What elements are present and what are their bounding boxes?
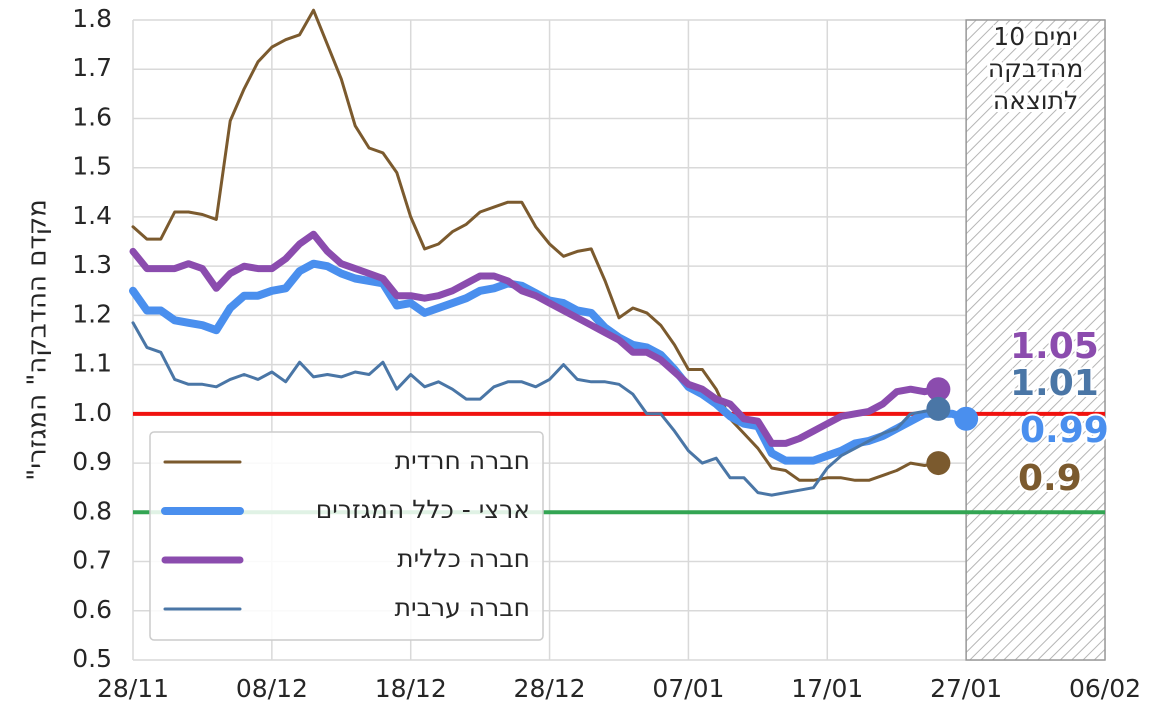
hatch-area [965, 19, 1106, 661]
x-tick-label: 17/01 [791, 674, 863, 703]
y-tick-label: 0.5 [72, 644, 112, 673]
legend-box [149, 431, 544, 641]
y-tick-label: 1.6 [72, 102, 112, 131]
ticks: 0.5 0.6 0.7 0.8 0.9 1.0 1.1 1.2 1.3 1.4 1.5 1.6 1.7 1… [72, 4, 1141, 703]
legend-label: חברה כללית [397, 544, 530, 573]
end-label: 1.01 [1010, 363, 1099, 404]
y-tick-label: 1.0 [72, 398, 112, 427]
y-tick-label: 1.2 [72, 299, 112, 328]
end-dot [926, 451, 951, 476]
series-line [131, 321, 940, 497]
y-tick-label: 1.7 [72, 53, 112, 82]
y-tick-label: 0.6 [72, 595, 112, 624]
end-label: 0.99 [1020, 410, 1109, 451]
end-label: 1.05 [1010, 326, 1099, 367]
y-tick-label: 1.8 [72, 4, 112, 33]
legend: חברה חרדית ארצי - כלל המגזרים חברה כללית חב… [149, 431, 544, 641]
y-axis-label: "מקדם ההדבקה" המגזרי [23, 199, 53, 481]
x-tick-label: 07/01 [652, 674, 724, 703]
series-line [131, 8, 940, 482]
series-line [129, 230, 942, 447]
end-dot [954, 406, 979, 431]
lines: 0.9 0.99 1.051.01 [129, 8, 1111, 501]
y-tick-label: 1.1 [72, 349, 112, 378]
region-label: לתוצאה [993, 86, 1078, 115]
end-label: 0.9 [1018, 458, 1082, 499]
y-tick-label: 0.9 [72, 447, 112, 476]
y-tick-label: 0.8 [72, 496, 112, 525]
y-tick-label: 1.3 [72, 250, 112, 279]
x-tick-label: 27/01 [930, 674, 1002, 703]
end-dot [926, 396, 951, 421]
region-label: 10 ימים [993, 22, 1078, 51]
x-tick-label: 08/12 [236, 674, 308, 703]
legend-label: חברה חרדית [395, 446, 530, 475]
x-tick-label: 06/02 [1069, 674, 1141, 703]
x-tick-label: 28/11 [97, 674, 169, 703]
x-tick-label: 18/12 [375, 674, 447, 703]
region-label: מהדבקה [988, 54, 1083, 83]
y-tick-label: 1.4 [72, 201, 112, 230]
end-dot [926, 377, 951, 402]
shaded-region: 10 ימים מהדבקה לתוצאה [965, 19, 1106, 661]
legend-label: ארצי - כלל המגזרים [316, 495, 530, 524]
x-tick-label: 28/12 [514, 674, 586, 703]
y-tick-label: 1.5 [72, 152, 112, 181]
y-tick-label: 0.7 [72, 546, 112, 575]
legend-label: חברה ערבית [395, 593, 530, 622]
